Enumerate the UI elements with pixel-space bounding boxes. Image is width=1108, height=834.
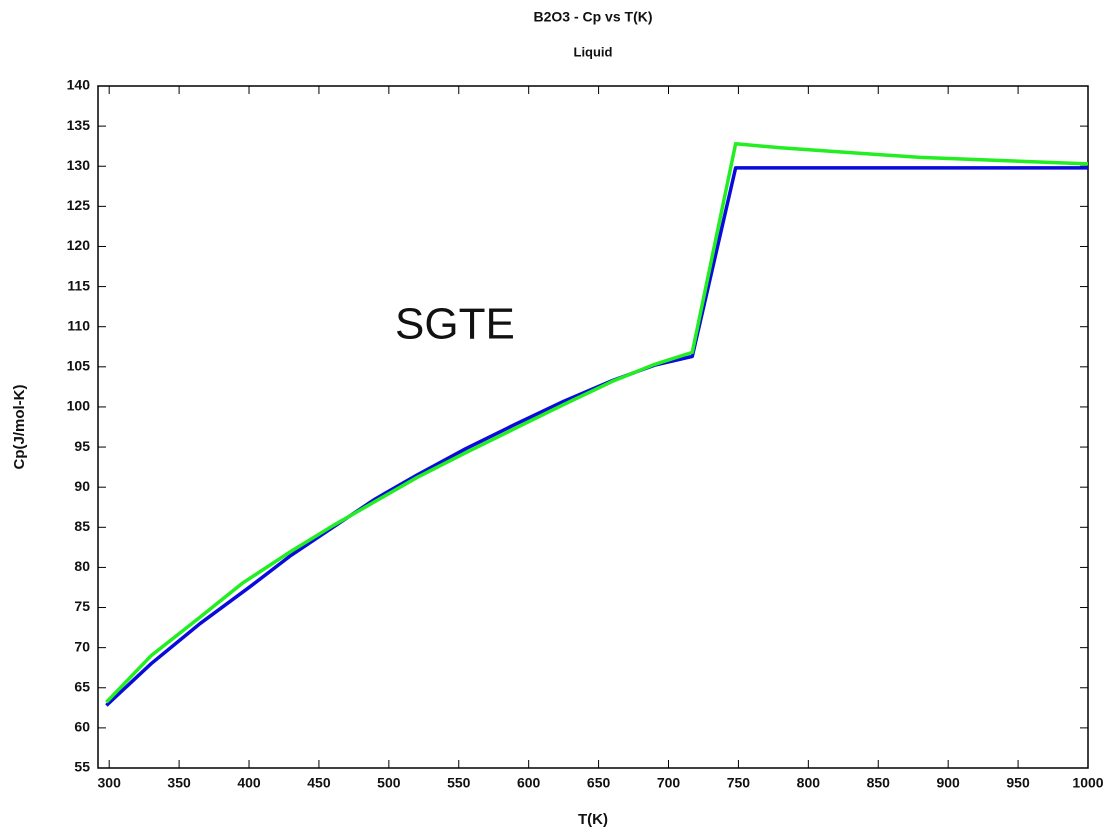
y-tick-label: 135	[67, 117, 91, 133]
x-tick-label: 600	[517, 775, 541, 791]
y-tick-label: 80	[74, 558, 90, 574]
y-tick-label: 90	[74, 478, 90, 494]
y-tick-label: 140	[67, 77, 91, 93]
x-tick-label: 500	[377, 775, 401, 791]
x-tick-label: 800	[797, 775, 821, 791]
y-tick-label: 95	[74, 438, 90, 454]
data-line	[105, 142, 1089, 704]
chart-subtitle: Liquid	[574, 44, 613, 59]
y-tick-label: 75	[74, 598, 90, 614]
plot-frame	[97, 85, 1089, 769]
y-tick-label: 125	[67, 197, 91, 213]
chart-title: B2O3 - Cp vs T(K)	[533, 9, 652, 25]
x-tick-label: 900	[936, 775, 960, 791]
y-tick-label: 120	[67, 237, 91, 253]
x-tick-label: 950	[1006, 775, 1030, 791]
y-tick-label: 65	[74, 678, 90, 694]
x-tick-label: 850	[867, 775, 891, 791]
y-tick-label: 85	[74, 518, 90, 534]
x-tick-label: 550	[447, 775, 471, 791]
y-tick-label: 105	[67, 358, 91, 374]
y-tick-label: 130	[67, 157, 91, 173]
x-tick-label: 650	[587, 775, 611, 791]
x-tick-label: 300	[98, 775, 122, 791]
y-tick-label: 115	[67, 277, 90, 293]
x-tick-label: 400	[237, 775, 261, 791]
x-tick-label: 1000	[1072, 775, 1103, 791]
x-axis-label: T(K)	[578, 811, 608, 828]
x-tick-label: 700	[657, 775, 681, 791]
y-tick-label: 60	[74, 719, 90, 735]
annotation: SGTE	[395, 300, 515, 349]
x-tick-label: 450	[307, 775, 331, 791]
y-tick-label: 110	[67, 317, 90, 333]
data-line	[105, 166, 1088, 707]
y-tick-label: 70	[74, 638, 90, 654]
y-tick-label: 55	[74, 759, 90, 775]
x-tick-label: 750	[727, 775, 751, 791]
y-tick-label: 100	[67, 398, 91, 414]
x-tick-label: 350	[167, 775, 191, 791]
y-axis-label: Cp(J/mol-K)	[11, 385, 28, 470]
